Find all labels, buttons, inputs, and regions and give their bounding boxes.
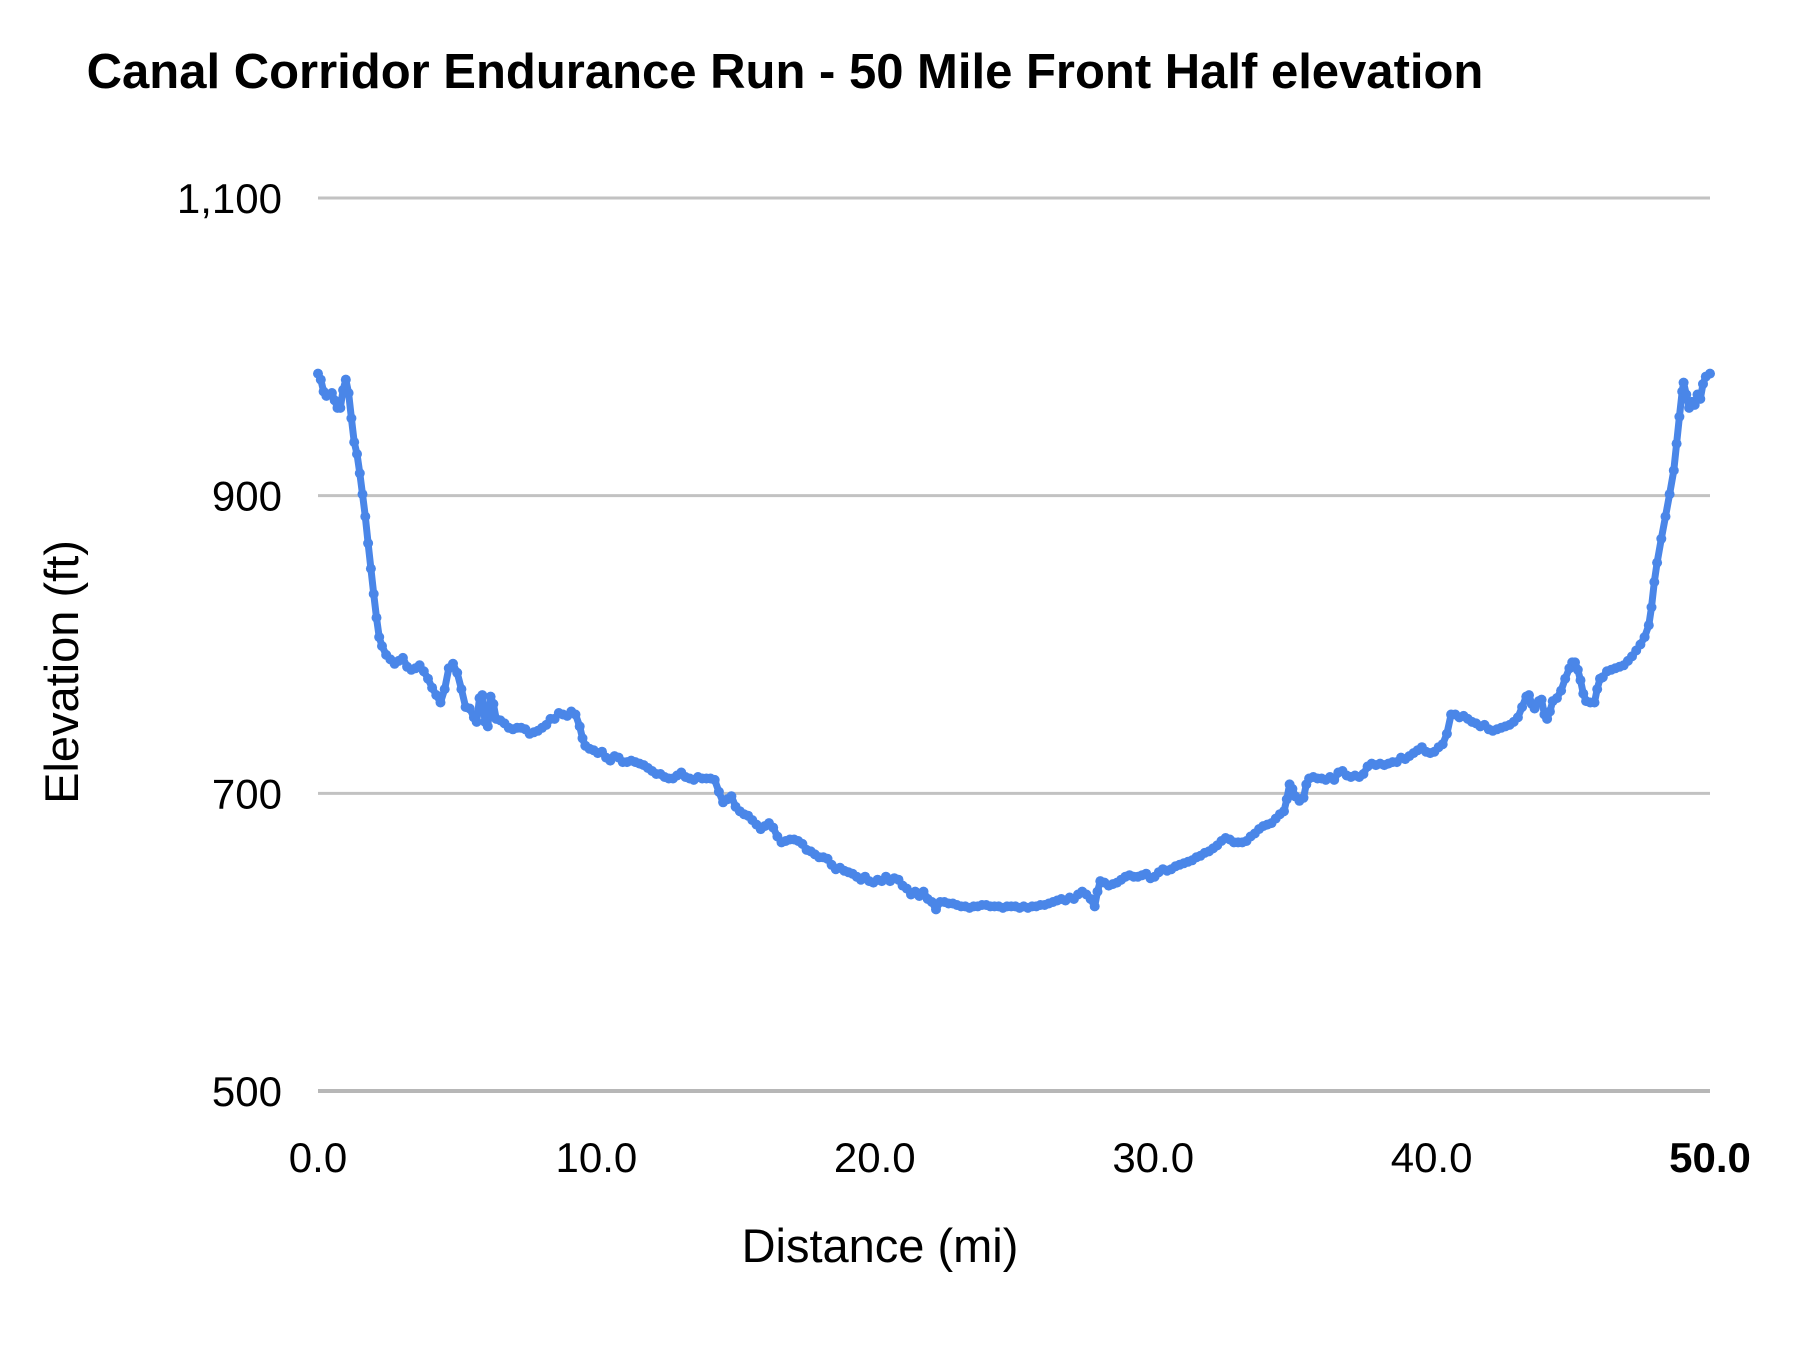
x-axis-tick-labels: 0.0 10.0 20.0 30.0 40.0 50.0 — [289, 1134, 1751, 1181]
series-line[interactable] — [314, 370, 1714, 913]
y-tick-label: 900 — [212, 473, 282, 520]
y-axis-title: Elevation (ft) — [35, 540, 88, 804]
x-tick-label: 40.0 — [1391, 1134, 1473, 1181]
x-tick-label: 10.0 — [556, 1134, 638, 1181]
x-tick-label: 20.0 — [834, 1134, 916, 1181]
gridlines — [318, 196, 1710, 1093]
y-tick-label: 500 — [212, 1068, 282, 1115]
y-axis-tick-labels: 500 700 900 1,100 — [177, 175, 282, 1115]
x-tick-label: 30.0 — [1112, 1134, 1194, 1181]
y-tick-label: 1,100 — [177, 175, 282, 222]
elevation-series[interactable] — [313, 368, 1715, 915]
chart-title: Canal Corridor Endurance Run - 50 Mile F… — [87, 45, 1484, 99]
x-tick-label: 50.0 — [1669, 1134, 1751, 1181]
x-axis-title: Distance (mi) — [742, 1219, 1019, 1272]
series-points[interactable] — [313, 368, 1715, 915]
y-tick-label: 700 — [212, 770, 282, 817]
x-tick-label: 0.0 — [289, 1134, 347, 1181]
